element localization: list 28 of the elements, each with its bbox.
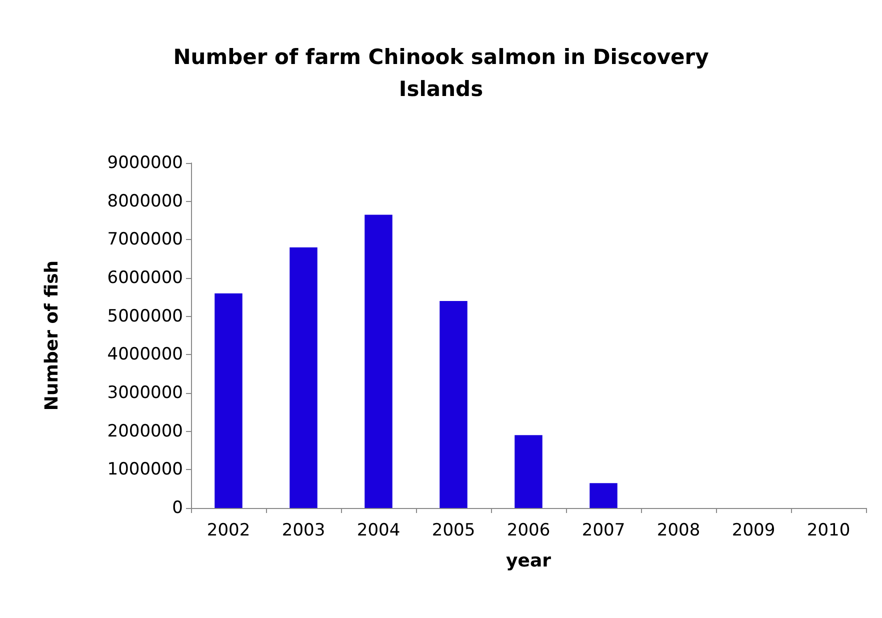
y-tick-label: 9000000	[107, 153, 183, 173]
x-tick-label: 2007	[582, 520, 626, 540]
y-tick-label: 7000000	[107, 230, 183, 250]
bar	[514, 435, 542, 508]
x-axis-title: year	[506, 550, 552, 572]
bar	[590, 483, 618, 508]
y-tick-label: 3000000	[107, 383, 183, 403]
y-tick-label: 8000000	[107, 191, 183, 212]
bar	[214, 293, 242, 508]
bar	[364, 214, 392, 508]
y-tick-label: 0	[172, 498, 183, 518]
y-tick-label: 6000000	[107, 268, 183, 288]
x-tick-label: 2010	[806, 520, 850, 540]
x-tick-label: 2006	[506, 520, 550, 540]
x-tick-label: 2005	[432, 520, 476, 540]
x-tick-label: 2002	[206, 520, 250, 540]
bar	[290, 247, 318, 508]
bar	[440, 301, 468, 508]
x-tick-label: 2008	[656, 520, 700, 540]
x-tick-label: 2003	[282, 520, 326, 540]
y-tick-label: 4000000	[107, 344, 183, 365]
chart-title: Number of farm Chinook salmon in Discovery Islands	[173, 45, 710, 101]
y-tick-label: 1000000	[107, 460, 183, 480]
y-axis-title: Number of fish	[42, 260, 62, 411]
x-tick-label: 2004	[356, 520, 400, 540]
y-tick-label: 5000000	[107, 306, 183, 326]
y-tick-label: 2000000	[107, 421, 183, 442]
x-tick-label: 2009	[732, 520, 776, 540]
